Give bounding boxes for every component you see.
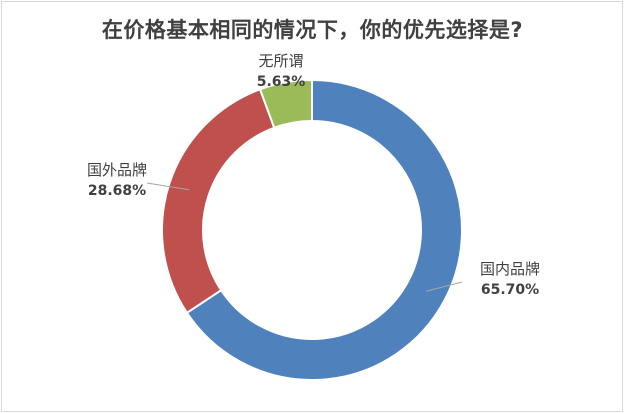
data-labels-layer: 国内品牌 65.70% 国外品牌 28.68% 无所谓 5.63% (87, 52, 540, 298)
slices-layer (161, 78, 463, 381)
slice-label-name-3: 无所谓 (258, 52, 303, 70)
slice-label-name-2: 国外品牌 (87, 161, 147, 179)
slice-label-value-3: 5.63% (257, 74, 306, 90)
slice-2 (161, 88, 276, 315)
leader-line-1 (425, 281, 463, 292)
slice-3 (258, 78, 313, 130)
chart-title: 在价格基本相同的情况下，你的优先选择是? (101, 18, 524, 42)
slice-label-value-1: 65.70% (481, 282, 539, 298)
slice-label-name-1: 国内品牌 (480, 260, 540, 278)
slice-1 (185, 78, 463, 381)
leader-line-2 (146, 182, 189, 191)
leader-lines-layer (146, 182, 463, 292)
slice-label-value-2: 28.68% (88, 183, 146, 199)
